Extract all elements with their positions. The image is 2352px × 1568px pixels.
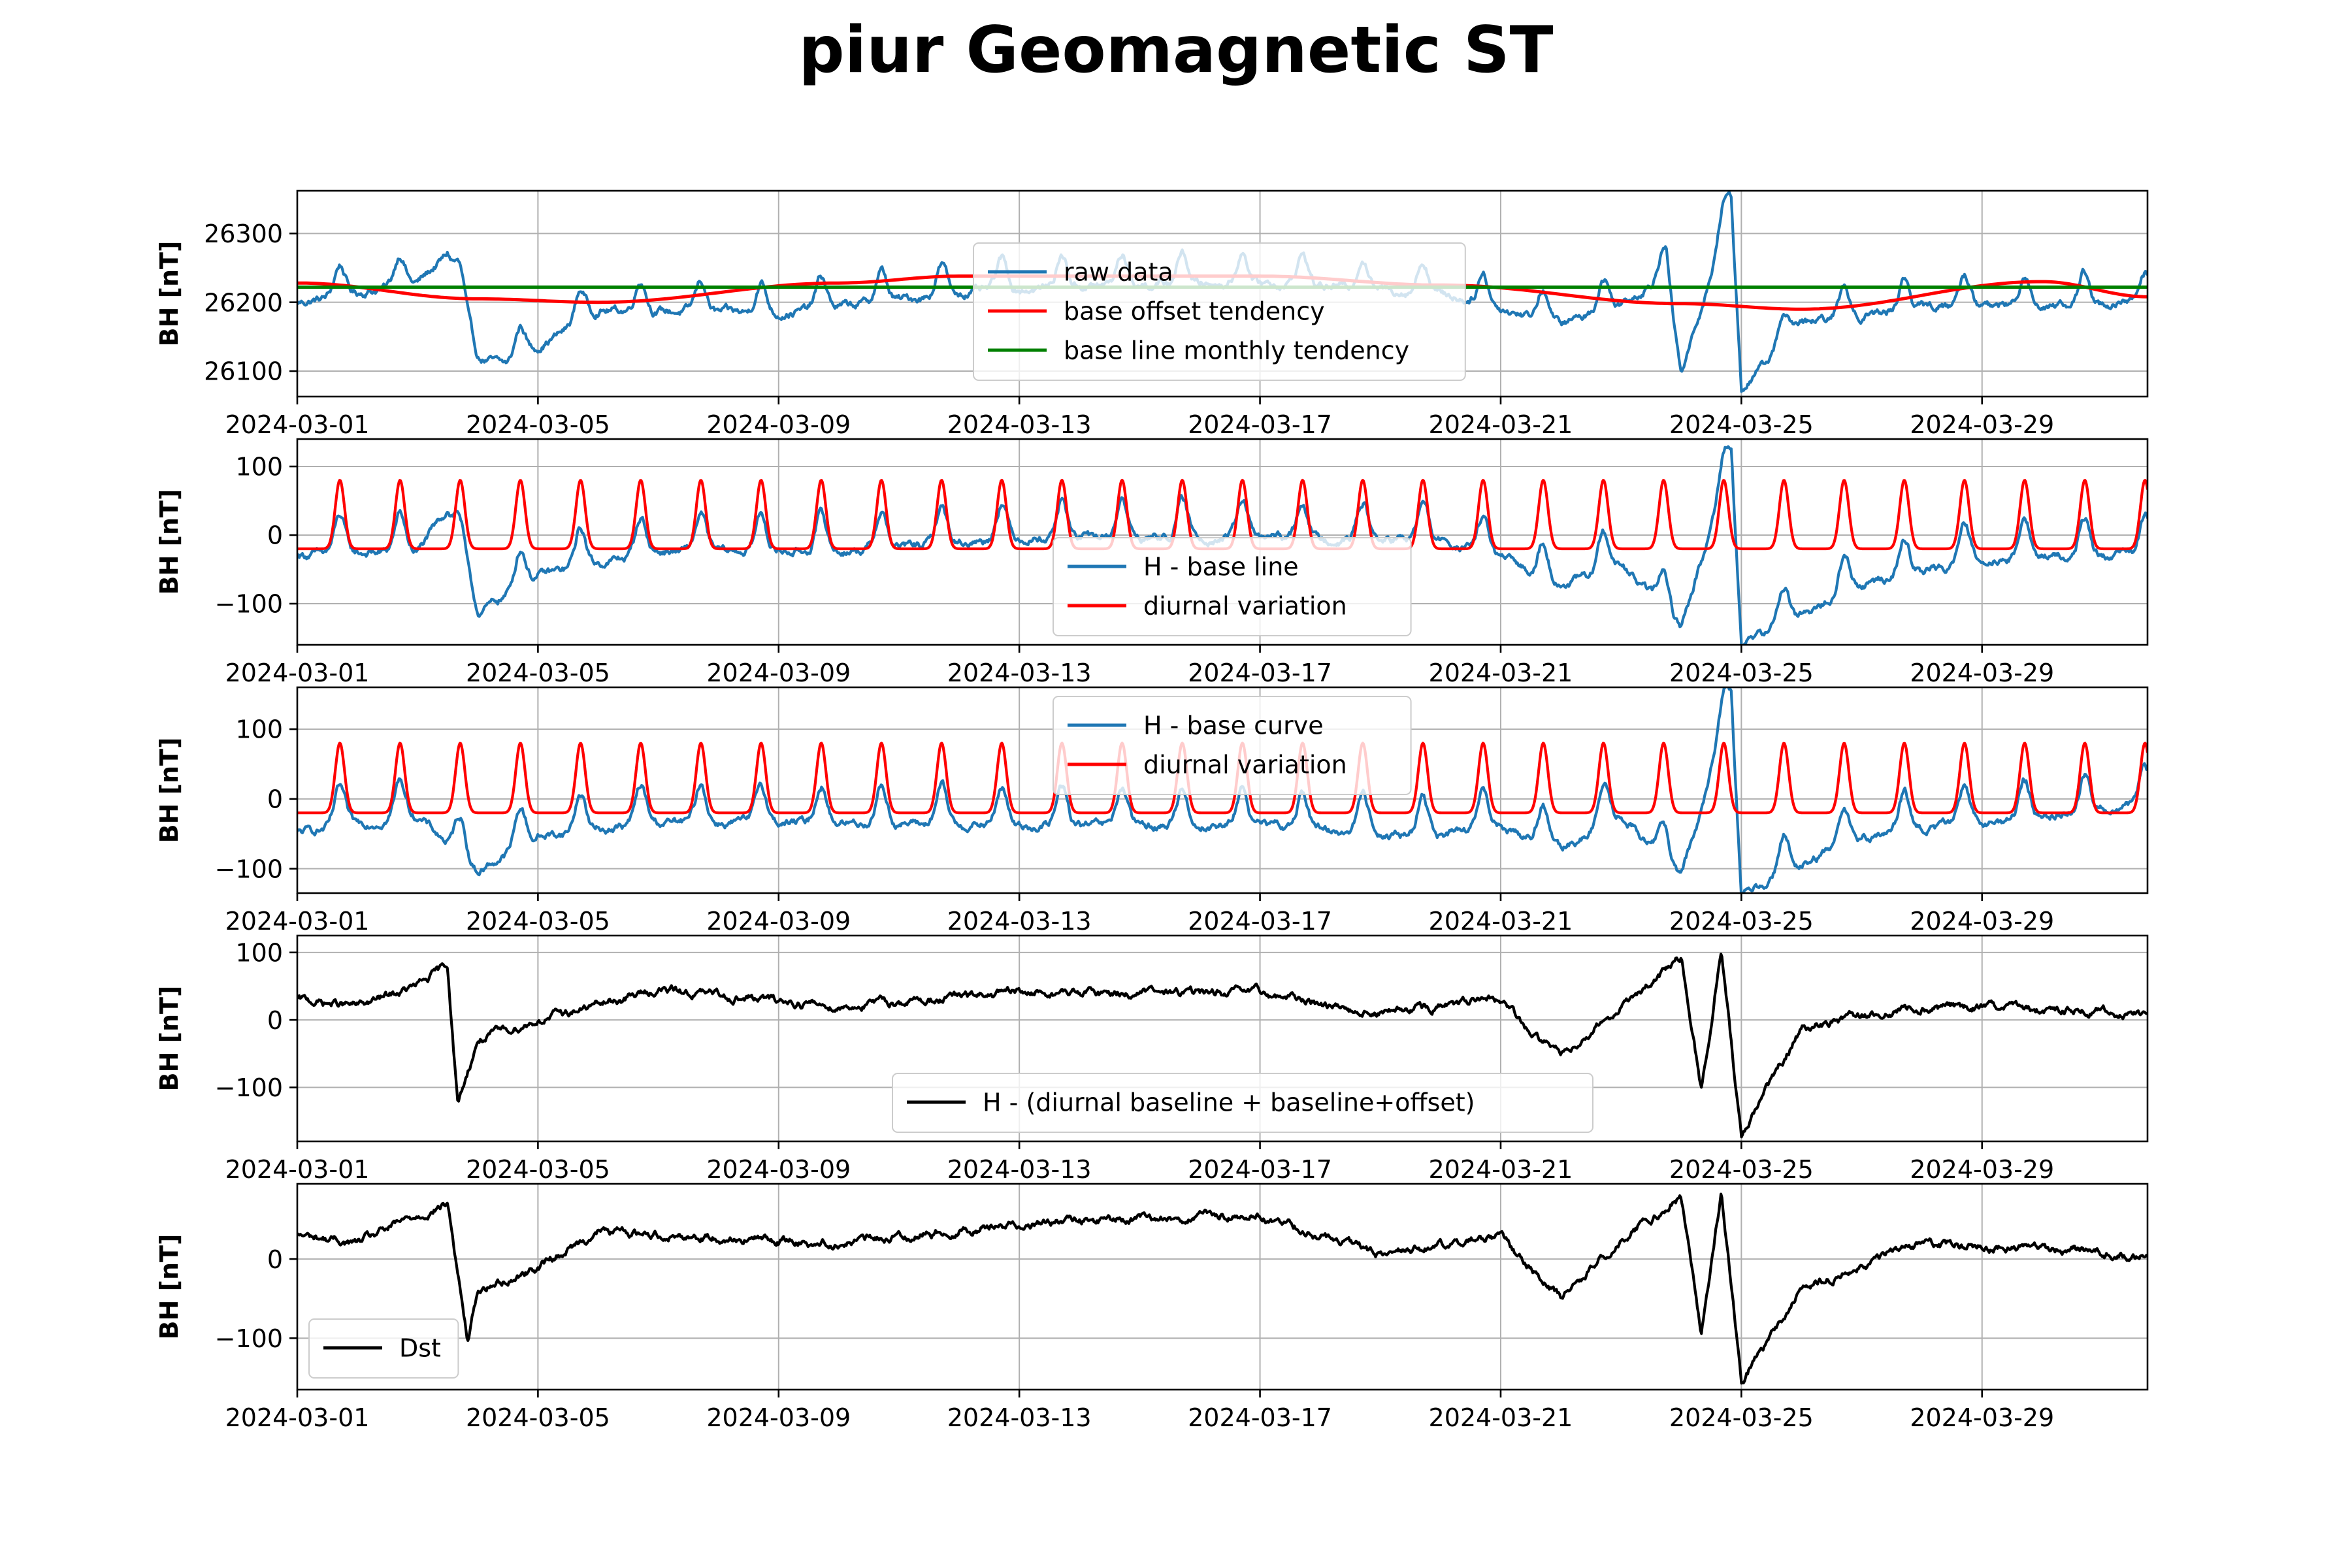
y-tick-label: 0 xyxy=(267,521,283,550)
x-tick-label: 2024-03-05 xyxy=(466,1403,610,1432)
legend-label: H - base curve xyxy=(1143,711,1324,740)
series-group xyxy=(297,1192,2148,1385)
legend-label: diurnal variation xyxy=(1143,592,1347,621)
x-tick-label: 2024-03-21 xyxy=(1429,659,1573,687)
x-tick-label: 2024-03-01 xyxy=(225,1155,370,1184)
legend-box xyxy=(973,242,1466,381)
series-group xyxy=(297,953,2148,1139)
legend-box xyxy=(892,1073,1593,1133)
panel-1: 26100 26200 26300 2024-03-01 2024-03-05 2024-… xyxy=(155,189,2149,439)
y-tick-label: −100 xyxy=(215,855,283,883)
axes-frame xyxy=(296,1183,2149,1391)
x-tick-label: 2024-03-01 xyxy=(225,659,370,687)
panel-3: −100 0 100 2024-03-01 2024-03-05 2024-03-09 20… xyxy=(155,686,2149,936)
legend: raw data base offset tendency base line mo… xyxy=(973,242,1466,381)
x-tick-label: 2024-03-17 xyxy=(1188,907,1332,936)
x-tick-label: 2024-03-13 xyxy=(947,1403,1092,1432)
panel-2: −100 0 100 2024-03-01 2024-03-05 2024-03-09 20… xyxy=(155,438,2149,687)
x-tick-label: 2024-03-21 xyxy=(1429,1403,1573,1432)
legend-label: raw data xyxy=(1064,258,1173,287)
x-tick-label: 2024-03-01 xyxy=(225,1403,370,1432)
legend-box xyxy=(1053,696,1412,795)
series-line-diurnal-variation xyxy=(297,742,2148,815)
x-tick-label: 2024-03-25 xyxy=(1669,1155,1814,1184)
x-tick-label: 2024-03-09 xyxy=(706,410,851,439)
y-axis-label: BH [nT] xyxy=(155,489,184,595)
x-tick-label: 2024-03-17 xyxy=(1188,1403,1332,1432)
legend-label: base line monthly tendency xyxy=(1064,336,1409,365)
y-tick-label: 26300 xyxy=(204,220,283,248)
x-tick-label: 2024-03-13 xyxy=(947,907,1092,936)
series-group xyxy=(297,687,2148,893)
y-axis-label: BH [nT] xyxy=(155,241,184,347)
legend: H - base curve diurnal variation xyxy=(1053,696,1412,795)
x-tick-label: 2024-03-29 xyxy=(1910,1403,2054,1432)
y-tick-label: 0 xyxy=(267,785,283,814)
legend: H - base line diurnal variation xyxy=(1053,537,1412,636)
y-axis-label: BH [nT] xyxy=(155,1234,184,1340)
y-tick-label: 100 xyxy=(235,938,283,967)
x-tick-label: 2024-03-29 xyxy=(1910,410,2054,439)
legend-box xyxy=(308,1318,459,1379)
x-tick-label: 2024-03-13 xyxy=(947,1155,1092,1184)
x-tick-label: 2024-03-21 xyxy=(1429,1155,1573,1184)
x-tick-label: 2024-03-13 xyxy=(947,659,1092,687)
x-tick-label: 2024-03-05 xyxy=(466,410,610,439)
series-line-dst xyxy=(297,1192,2148,1385)
series-line-h-base-curve xyxy=(297,687,2148,893)
x-tick-label: 2024-03-21 xyxy=(1429,907,1573,936)
x-tick-label: 2024-03-13 xyxy=(947,410,1092,439)
y-tick-label: 0 xyxy=(267,1006,283,1035)
y-tick-label: 26200 xyxy=(204,288,283,317)
x-tick-label: 2024-03-25 xyxy=(1669,907,1814,936)
x-tick-label: 2024-03-05 xyxy=(466,907,610,936)
axes-frame xyxy=(296,686,2149,894)
y-tick-label: −100 xyxy=(215,1324,283,1353)
x-tick-label: 2024-03-17 xyxy=(1188,410,1332,439)
y-axis-label: BH [nT] xyxy=(155,986,184,1092)
y-tick-label: −100 xyxy=(215,590,283,619)
series-line-h-diurnal-baseline-baseline-offset xyxy=(297,953,2148,1139)
x-tick-label: 2024-03-25 xyxy=(1669,659,1814,687)
x-tick-label: 2024-03-09 xyxy=(706,1155,851,1184)
x-tick-label: 2024-03-05 xyxy=(466,659,610,687)
y-tick-label: 100 xyxy=(235,715,283,744)
y-tick-label: −100 xyxy=(215,1073,283,1102)
figure-title: piur Geomagnetic ST xyxy=(799,13,1554,88)
x-tick-label: 2024-03-17 xyxy=(1188,1155,1332,1184)
panel-4: −100 0 100 2024-03-01 2024-03-05 2024-03-09 20… xyxy=(155,934,2149,1184)
axes-frame xyxy=(296,934,2149,1143)
legend-label: base offset tendency xyxy=(1064,297,1325,326)
x-tick-label: 2024-03-05 xyxy=(466,1155,610,1184)
x-tick-label: 2024-03-21 xyxy=(1429,410,1573,439)
legend-label: diurnal variation xyxy=(1143,751,1347,779)
legend-label: Dst xyxy=(399,1334,441,1363)
legend: Dst xyxy=(308,1318,459,1379)
legend: H - (diurnal baseline + baseline+offset) xyxy=(892,1073,1593,1133)
x-tick-label: 2024-03-25 xyxy=(1669,1403,1814,1432)
x-tick-label: 2024-03-29 xyxy=(1910,659,2054,687)
axes-frame xyxy=(296,189,2149,398)
x-tick-label: 2024-03-17 xyxy=(1188,659,1332,687)
x-tick-label: 2024-03-09 xyxy=(706,659,851,687)
axes-frame xyxy=(296,438,2149,646)
panels: 26100 26200 26300 2024-03-01 2024-03-05 2024-… xyxy=(155,189,2149,1432)
y-tick-label: 0 xyxy=(267,1245,283,1274)
y-tick-label: 26100 xyxy=(204,357,283,386)
x-tick-label: 2024-03-09 xyxy=(706,1403,851,1432)
y-tick-label: 100 xyxy=(235,453,283,482)
legend-box xyxy=(1053,537,1412,636)
x-tick-label: 2024-03-25 xyxy=(1669,410,1814,439)
panel-5: −100 0 2024-03-01 2024-03-05 2024-03-09 2024-… xyxy=(155,1183,2149,1432)
legend-label: H - base line xyxy=(1143,553,1299,581)
x-tick-label: 2024-03-09 xyxy=(706,907,851,936)
legend-label: H - (diurnal baseline + baseline+offset) xyxy=(983,1088,1475,1117)
x-tick-label: 2024-03-01 xyxy=(225,410,370,439)
x-tick-label: 2024-03-29 xyxy=(1910,1155,2054,1184)
x-tick-label: 2024-03-01 xyxy=(225,907,370,936)
x-tick-label: 2024-03-29 xyxy=(1910,907,2054,936)
y-axis-label: BH [nT] xyxy=(155,738,184,843)
